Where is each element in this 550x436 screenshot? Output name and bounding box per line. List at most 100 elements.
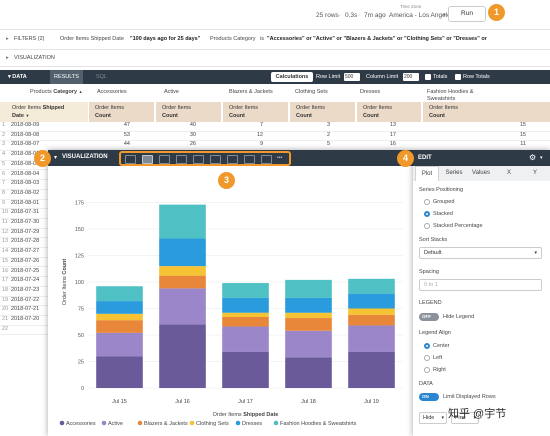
chevron-down-icon[interactable]: ▾: [540, 155, 543, 161]
x-axis-label-prefix: Order Items: [213, 412, 242, 418]
filters-section[interactable]: ▸ FILTERS (2) Order Items Shipped Date "…: [0, 30, 550, 50]
row-date: 2018-07-23: [11, 286, 40, 293]
y-axis-label-bold: Count: [62, 259, 68, 275]
y-axis-label-prefix: Order Items: [62, 276, 68, 305]
row-value: 15: [519, 131, 526, 138]
timezone-label: Time Zone: [400, 4, 422, 9]
row-number: 12: [2, 228, 9, 235]
limit-rows-toggle[interactable]: ON: [419, 393, 439, 401]
column-limit-input[interactable]: 200: [403, 73, 419, 81]
single-value-chart-icon[interactable]: [261, 155, 272, 164]
row-value: 16: [389, 141, 396, 148]
first-select[interactable]: First ▾: [451, 412, 479, 424]
totals-checkbox[interactable]: [425, 74, 431, 80]
run-button[interactable]: Run: [448, 6, 486, 22]
row-number: 4: [2, 151, 6, 158]
gear-icon[interactable]: ⚙: [529, 153, 537, 162]
tab-values[interactable]: Values: [472, 170, 490, 176]
dimension-header-cell[interactable]: Order Items Shipped Date ▼: [0, 102, 88, 122]
bar-segment: [285, 330, 332, 358]
tab-results[interactable]: RESULTS: [50, 70, 83, 84]
row-date: 2018-08-02: [11, 189, 40, 196]
legend-label: Fashion Hoodies & Sweatshirts: [280, 421, 357, 427]
bar-segment: [285, 357, 332, 388]
tab-plot[interactable]: Plot: [415, 166, 439, 181]
pivot-value: Sweatshirts: [427, 96, 456, 102]
tab-series[interactable]: Series: [445, 170, 463, 176]
row-number: 13: [2, 238, 9, 245]
row-totals-checkbox[interactable]: [455, 74, 461, 80]
visualization-section-collapsed[interactable]: ▸ VISUALIZATION: [0, 50, 550, 67]
row-value: 3: [326, 122, 330, 128]
area-chart-icon[interactable]: [210, 155, 221, 164]
measure-header-cell[interactable]: Order Items Count: [155, 102, 221, 122]
row-value: 53: [123, 131, 130, 138]
legend-label: Blazers & Jackets: [144, 421, 188, 427]
data-section-title: DATA: [419, 381, 433, 387]
pie-chart-icon[interactable]: [227, 155, 238, 164]
sort-stacks-value: Default: [424, 250, 442, 256]
chevron-down-icon: ▾: [443, 12, 446, 18]
measure-header-line-2: Count: [429, 113, 445, 119]
filter-2-value: "Accessories" or "Active" or "Blazers & …: [267, 36, 487, 42]
radio-align-right[interactable]: [424, 367, 430, 373]
line-chart-icon[interactable]: [193, 155, 204, 164]
row-date: 2018-07-24: [11, 277, 40, 284]
sort-stacks-select[interactable]: Default ▾: [419, 247, 542, 259]
row-number: 16: [2, 267, 9, 274]
bar-chart-icon[interactable]: [159, 155, 170, 164]
bar-segment: [222, 297, 269, 313]
timezone-select[interactable]: America - Los Angeles: [389, 12, 455, 19]
row-value: 7: [259, 122, 263, 128]
filters-label[interactable]: FILTERS (2): [14, 36, 45, 42]
bar-segment: [96, 313, 143, 321]
hide-select[interactable]: Hide ▾: [419, 412, 447, 424]
row-value: 11: [520, 141, 526, 148]
tab-y[interactable]: Y: [532, 170, 537, 176]
tab-x[interactable]: X: [506, 170, 511, 176]
radio-grouped[interactable]: [424, 199, 430, 205]
radio-align-center[interactable]: [424, 343, 430, 349]
radio-stacked-percentage[interactable]: [424, 223, 430, 229]
row-limit-input[interactable]: 500: [344, 73, 360, 81]
visualization-label[interactable]: VISUALIZATION: [14, 55, 55, 61]
query-runtime: 0.3s: [345, 12, 358, 19]
measure-header-cell[interactable]: Order Items Count: [422, 102, 550, 122]
table-chart-icon[interactable]: [125, 155, 136, 164]
row-value: 9: [259, 141, 263, 148]
chevron-down-icon[interactable]: ▾: [54, 155, 58, 161]
measure-header-cell[interactable]: Order Items Count: [289, 102, 355, 122]
measure-header-line-2: Count: [95, 113, 111, 119]
row-number: 7: [2, 180, 6, 187]
pivot-value: Fashion Hoodies &: [427, 89, 474, 95]
pivot-header-label: Products Category ▲: [30, 89, 83, 125]
series-positioning-label: Series Positioning: [419, 187, 464, 193]
y-tick-label: 125: [75, 254, 84, 260]
radio-align-left[interactable]: [424, 355, 430, 361]
measure-header-cell[interactable]: Order Items Count: [222, 102, 288, 122]
x-tick-label: Jul 18: [301, 399, 316, 405]
scatter-chart-icon[interactable]: [176, 155, 187, 164]
row-number: 15: [2, 257, 9, 264]
callout-badge-3: 3: [218, 172, 235, 189]
callout-badge-1: 1: [488, 4, 505, 21]
calculations-button[interactable]: Calculations: [271, 72, 313, 82]
tab-sql[interactable]: SQL: [96, 74, 108, 80]
row-value: 15: [519, 122, 526, 128]
bar-segment: [222, 351, 269, 388]
measure-header-line-1: Order Items: [162, 105, 192, 111]
x-tick-label: Jul 16: [175, 399, 190, 405]
measure-header-cell[interactable]: Order Items Count: [356, 102, 421, 122]
hide-legend-toggle[interactable]: OFF: [419, 313, 439, 321]
row-number: 20: [2, 306, 9, 313]
measure-header-cell[interactable]: Order Items Count: [88, 102, 154, 122]
more-options-icon[interactable]: •••: [277, 155, 283, 161]
x-tick-label: Jul 19: [364, 399, 379, 405]
legend-label: Active: [108, 421, 123, 427]
row-date: 2018-08-04: [11, 170, 40, 177]
column-chart-icon[interactable]: [142, 155, 153, 164]
map-chart-icon[interactable]: [244, 155, 255, 164]
radio-stacked[interactable]: [424, 211, 430, 217]
spacing-input[interactable]: 0 to 1: [419, 279, 542, 291]
data-section-toggle[interactable]: ▾ DATA: [4, 70, 31, 84]
